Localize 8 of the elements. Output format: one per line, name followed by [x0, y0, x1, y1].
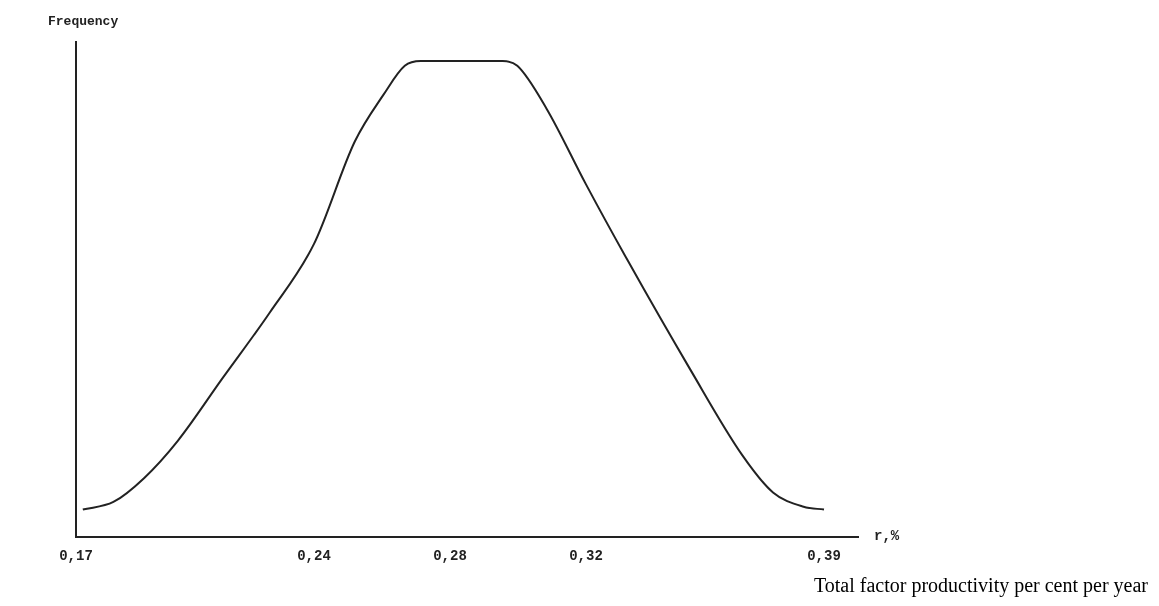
y-axis-title: Frequency — [48, 14, 119, 29]
x-axis-title: r,% — [874, 528, 900, 544]
text: Total factor productivity per cent per year — [813, 574, 1148, 597]
x-tick-label: 0,39 — [807, 548, 841, 565]
x-tick-label: 0,28 — [433, 548, 467, 565]
x-tick-label: 0,24 — [297, 548, 331, 565]
x-tick-label: 0,32 — [569, 548, 603, 565]
x-tick-label: 0,17 — [59, 548, 93, 565]
